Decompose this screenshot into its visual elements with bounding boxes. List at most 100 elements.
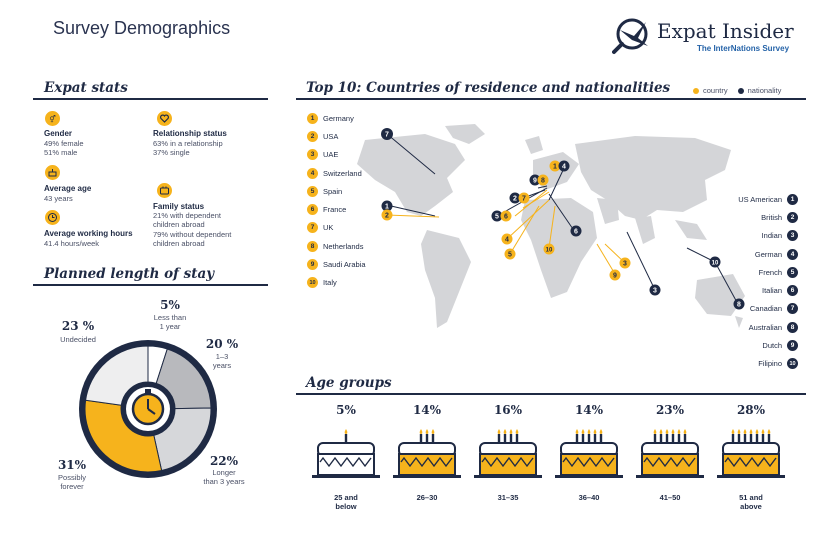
stay-undecided-pct: 23 % — [61, 319, 95, 333]
family-status-line: children abroad — [153, 220, 205, 229]
nationality-item: Canadian 7 — [710, 300, 798, 318]
average-age-title: Average age — [44, 184, 92, 193]
map-marker-country-2: 2 — [381, 209, 393, 221]
stopwatch-hand — [147, 408, 156, 415]
svg-text:3: 3 — [653, 288, 657, 295]
family-status-line: children abroad — [153, 239, 205, 248]
nationality-item: French 5 — [710, 263, 798, 281]
svg-text:8: 8 — [737, 302, 741, 309]
stay-1-3yrs-pct: 20 % — [205, 337, 239, 351]
age-group-pct: 14% — [574, 403, 604, 417]
relationship-line: 63% in a relationship — [153, 139, 223, 148]
age-group: 16% — [469, 403, 547, 417]
age-groups-title: Age groups — [306, 375, 392, 391]
map-marker-nationality-10: 10 — [709, 256, 721, 268]
svg-text:8: 8 — [541, 178, 545, 185]
svg-text:2: 2 — [513, 196, 517, 203]
nationality-item: Filipino 10 — [710, 355, 798, 373]
svg-text:4: 4 — [505, 237, 509, 244]
age-group-pct: 5% — [336, 403, 356, 417]
map-marker-country-1: 1 — [549, 160, 561, 172]
relationship-title: Relationship status — [153, 129, 227, 138]
nationality-item: Australian 8 — [710, 318, 798, 336]
top10-title: Top 10: Countries of residence and natio… — [306, 80, 671, 96]
svg-text:5: 5 — [508, 252, 512, 259]
donut-segments — [84, 345, 212, 473]
stay-less-1yr-pct: 5% — [160, 298, 180, 312]
stay-undecided-label: Undecided — [60, 335, 96, 344]
nationality-item: US American 1 — [710, 190, 798, 208]
map-marker-nationality-2: 2 — [509, 192, 521, 204]
map-marker-nationality-5: 5 — [491, 210, 503, 222]
svg-text:5: 5 — [495, 214, 499, 221]
age-group-pct: 16% — [493, 403, 523, 417]
country-item: 4 Switzerland — [307, 164, 366, 182]
map-marker-nationality-6: 6 — [570, 225, 582, 237]
country-list: 1 Germany 2 USA 3 UAE 4 Switzerland 5 Spain 6… — [307, 109, 366, 292]
map-markers: 7 1 2 2 7 9 8 1 4 5 6 6 4 5 10 3 9 3 10 … — [381, 128, 745, 310]
expat-stats-rule — [33, 98, 268, 100]
age-group: 5% — [307, 403, 385, 417]
map-marker-nationality-7: 7 — [381, 128, 393, 140]
svg-text:4: 4 — [562, 164, 566, 171]
birthday-cake-icon — [474, 429, 542, 478]
age-group: 14% — [388, 403, 466, 417]
legend-nationality: nationality — [747, 86, 782, 95]
map-marker-country-10: 10 — [543, 243, 555, 255]
age-groups-rule — [296, 393, 806, 395]
world-map: 7 1 2 2 7 9 8 1 4 5 6 6 4 5 10 3 9 3 10 … — [357, 124, 745, 328]
nationality-list: US American 1 British 2 Indian 3 German 4 Fr… — [710, 190, 798, 373]
svg-text:10: 10 — [712, 261, 719, 267]
map-marker-country-7: 7 — [518, 192, 530, 204]
map-marker-nationality-9: 9 — [529, 174, 541, 186]
country-item: 6 France — [307, 200, 366, 218]
svg-text:7: 7 — [522, 196, 526, 203]
legend-country-dot — [693, 87, 699, 94]
age-group: 23% — [631, 403, 709, 417]
country-item: 2 USA — [307, 127, 366, 145]
country-item: 5 Spain — [307, 182, 366, 200]
legend-country: country — [703, 86, 728, 95]
average-age-line: 43 years — [44, 194, 73, 203]
stay-donut-chart — [79, 340, 217, 478]
birthday-cake-icon — [717, 429, 785, 478]
stay-title: Planned length of stay — [44, 266, 215, 282]
map-marker-nationality-3: 3 — [649, 284, 661, 296]
relationship-line: 37% single — [153, 148, 190, 157]
family-icon — [157, 183, 172, 198]
country-item: 7 UK — [307, 219, 366, 237]
age-group-pct: 23% — [655, 403, 685, 417]
stay-forever-label: Possibly forever — [58, 473, 86, 491]
age-group-label: 51 and above — [739, 493, 763, 511]
country-item: 3 UAE — [307, 146, 366, 164]
nationality-item: Dutch 9 — [710, 336, 798, 354]
gender-line: 51% male — [44, 148, 78, 157]
cake-icon — [45, 165, 60, 180]
map-marker-country-6: 6 — [500, 210, 512, 222]
working-hours-line: 41.4 hours/week — [44, 239, 100, 248]
expat-stats-title: Expat stats — [44, 80, 128, 96]
age-group-label: 26–30 — [416, 493, 438, 502]
stopwatch-crown — [145, 389, 151, 393]
country-lines — [386, 189, 626, 275]
age-group-pct: 14% — [412, 403, 442, 417]
birthday-cake-icon — [312, 429, 380, 478]
page-title: Survey Demographics — [53, 18, 231, 38]
svg-text:10: 10 — [546, 248, 553, 254]
birthday-cake-icon — [636, 429, 704, 478]
map-legend: country nationality — [693, 86, 781, 95]
stay-longer-3yrs-pct: 22% — [209, 454, 239, 468]
top10-rule — [296, 98, 806, 100]
map-marker-country-5: 5 — [504, 248, 516, 260]
svg-text:6: 6 — [574, 229, 578, 236]
map-marker-nationality-4: 4 — [558, 160, 570, 172]
continents — [357, 124, 745, 328]
age-group-pct: 28% — [736, 403, 766, 417]
stay-longer-3yrs-label: Longer than 3 years — [203, 468, 245, 486]
nationality-item: British 2 — [710, 208, 798, 226]
stay-less-1yr-label: Less than 1 year — [153, 313, 187, 331]
stay-rule — [33, 284, 268, 286]
nationality-item: German 4 — [710, 245, 798, 263]
map-marker-nationality-1: 1 — [381, 200, 393, 212]
age-group: 14% — [550, 403, 628, 417]
